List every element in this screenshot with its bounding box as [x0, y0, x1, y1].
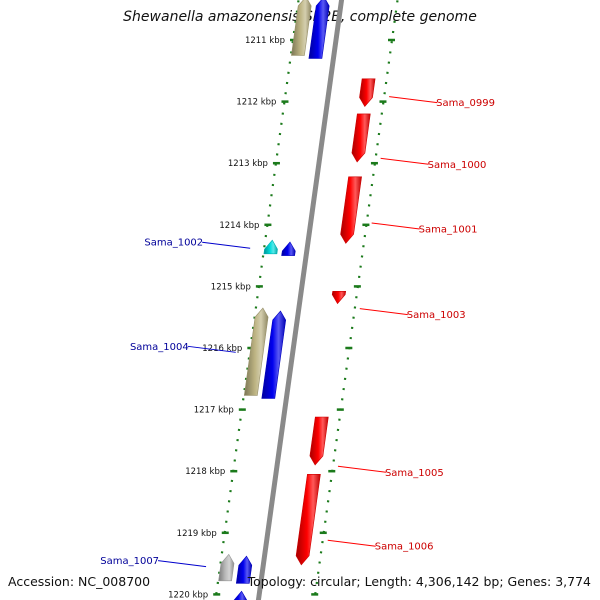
- gene-label-sama_1005[interactable]: Sama_1005: [385, 468, 444, 479]
- gene-label-sama_1007[interactable]: Sama_1007: [100, 556, 159, 567]
- gene-layer: [218, 0, 376, 600]
- gene-label-sama_1006[interactable]: Sama_1006: [375, 542, 434, 553]
- gene-arrow-sama_0998[interactable]: [291, 0, 312, 56]
- gene-arrow-sama_1002b[interactable]: [281, 241, 296, 256]
- gene-arrow-sama_1004[interactable]: [243, 307, 269, 396]
- gene-arrow-sama_1006[interactable]: [295, 473, 321, 566]
- tick-label: 1218 kbp: [185, 467, 225, 477]
- gene-arrow-sama_1000[interactable]: [351, 113, 371, 163]
- gene-label-sama_1004[interactable]: Sama_1004: [130, 342, 189, 353]
- gene-label-sama_1003[interactable]: Sama_1003: [407, 310, 466, 321]
- gene-label-sama_1002[interactable]: Sama_1002: [144, 238, 203, 249]
- gene-arrow-sama_0999[interactable]: [359, 78, 376, 108]
- gene-connector-sama_1000: [380, 157, 429, 165]
- gene-arrow-sama_1004b[interactable]: [261, 310, 287, 399]
- gene-connector-sama_1001: [371, 222, 420, 230]
- gene-arrow-sama_1003[interactable]: [331, 290, 347, 305]
- reverse-strand-track: [214, 0, 300, 600]
- tick-label: 1216 kbp: [202, 344, 242, 354]
- topology-text: Topology: circular; Length: 4,306,142 bp…: [247, 574, 591, 589]
- gene-connector-sama_1002: [202, 241, 251, 249]
- gene-connector-sama_0999: [389, 96, 438, 104]
- gene-connector-sama_1003: [359, 308, 408, 316]
- gene-connector-sama_1007: [157, 560, 207, 568]
- gene-connector-sama_1005: [337, 465, 387, 473]
- tick-label: 1212 kbp: [236, 98, 276, 108]
- gene-arrow-sama_1008[interactable]: [231, 590, 248, 600]
- tick-label: 1211 kbp: [245, 36, 285, 46]
- kbp-tick-layer: 1211 kbp 1212 kbp 1213 kbp 1214 kbp 1215 kbp…: [168, 36, 395, 600]
- tick-label: 1217 kbp: [194, 406, 234, 416]
- gene-label-sama_1000[interactable]: Sama_1000: [428, 160, 487, 171]
- gene-arrow-sama_1007[interactable]: [218, 553, 235, 582]
- gene-connector-sama_1004: [187, 345, 236, 353]
- gene-label-sama_1001[interactable]: Sama_1001: [419, 224, 478, 235]
- gene-label-layer: Sama_0999 Sama_1000 Sama_1001 Sama_1002 Sama…: [100, 96, 495, 568]
- tick-label: 1214 kbp: [219, 221, 259, 231]
- genome-backbone: [255, 0, 345, 600]
- gene-arrow-sama_1007b[interactable]: [235, 555, 253, 584]
- gene-arrow-sama_0998b[interactable]: [308, 0, 330, 59]
- tick-label: 1213 kbp: [228, 159, 268, 169]
- accession-text: Accession: NC_008700: [8, 574, 151, 589]
- gene-label-sama_0999[interactable]: Sama_0999: [436, 98, 495, 109]
- gene-connector-sama_1006: [327, 539, 376, 547]
- tick-label: 1215 kbp: [211, 282, 251, 292]
- tick-label: 1219 kbp: [177, 529, 217, 539]
- forward-strand-track: [313, 0, 399, 600]
- gene-arrow-sama_1002[interactable]: [263, 239, 278, 255]
- gene-arrow-sama_1001[interactable]: [340, 176, 362, 244]
- tick-label: 1220 kbp: [168, 590, 208, 600]
- gene-arrow-sama_1005[interactable]: [309, 416, 329, 466]
